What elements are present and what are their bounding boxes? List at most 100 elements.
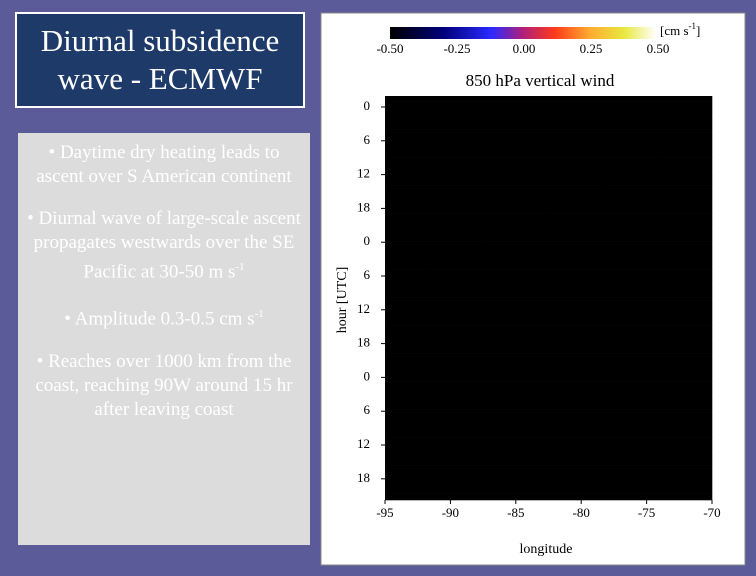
heat-cell <box>617 471 626 478</box>
heat-cell <box>393 348 402 354</box>
heat-cell <box>649 448 658 455</box>
heat-cell <box>505 353 514 360</box>
heat-cell <box>441 460 450 466</box>
heat-cell <box>697 168 706 175</box>
heat-cell <box>553 476 562 483</box>
heat-cell <box>481 180 490 186</box>
heat-cell <box>433 499 442 501</box>
heat-cell <box>689 465 698 472</box>
heat-cell <box>385 392 394 399</box>
heat-cell <box>385 308 394 315</box>
heat-cell <box>705 320 713 326</box>
heat-cell <box>521 180 530 186</box>
heat-cell <box>521 443 530 450</box>
heat-cell <box>641 191 650 198</box>
heat-cell <box>457 213 466 220</box>
heat-cell <box>609 241 618 248</box>
heat-cell <box>681 493 690 500</box>
heat-cell <box>593 196 602 203</box>
heat-cell <box>505 208 514 214</box>
heat-cell <box>665 493 674 500</box>
heat-cell <box>705 465 713 472</box>
heat-cell <box>425 432 434 438</box>
heat-cell <box>593 230 602 237</box>
heat-cell <box>569 364 578 371</box>
heat-cell <box>641 437 650 444</box>
heat-cell <box>433 471 442 478</box>
heat-cell <box>457 264 466 270</box>
heat-cell <box>649 348 658 354</box>
heat-cell <box>585 465 594 472</box>
heat-cell <box>401 409 410 416</box>
heat-cell <box>489 196 498 203</box>
heat-cell <box>401 370 410 377</box>
heat-cell <box>441 499 450 501</box>
heat-cell <box>481 124 490 130</box>
heat-cell <box>649 331 658 338</box>
heat-cell <box>609 353 618 360</box>
heat-cell <box>481 426 490 433</box>
heat-cell <box>385 252 394 259</box>
heat-cell <box>417 241 426 248</box>
heat-cell <box>705 219 713 226</box>
heat-cell <box>625 129 634 136</box>
heat-cell <box>641 252 650 259</box>
heat-cell <box>385 488 394 494</box>
heat-cell <box>473 185 482 192</box>
heat-cell <box>593 476 602 483</box>
heat-cell <box>505 404 514 410</box>
heat-cell <box>625 471 634 478</box>
heat-cell <box>585 124 594 130</box>
heat-cell <box>521 320 530 326</box>
heat-cell <box>537 129 546 136</box>
heat-cell <box>689 157 698 164</box>
heat-cell <box>465 124 474 130</box>
heat-cell <box>625 236 634 242</box>
heat-cell <box>649 387 658 394</box>
x-tick-label: -85 <box>507 505 524 520</box>
heat-cell <box>681 174 690 181</box>
heat-cell <box>481 308 490 315</box>
heat-cell <box>393 308 402 315</box>
heat-cell <box>393 208 402 214</box>
heat-cell <box>513 157 522 164</box>
heat-cell <box>513 308 522 315</box>
heat-cell <box>585 174 594 181</box>
heat-cell <box>497 409 506 416</box>
heat-cell <box>609 454 618 461</box>
heat-cell <box>513 325 522 332</box>
heat-cell <box>569 168 578 175</box>
heat-cell <box>529 213 538 220</box>
heat-cell <box>385 247 394 254</box>
heat-cell <box>545 292 554 298</box>
heat-cell <box>657 219 666 226</box>
heat-cell <box>545 269 554 276</box>
heat-cell <box>697 331 706 338</box>
heat-cell <box>385 493 394 500</box>
heat-cell <box>585 157 594 164</box>
heat-cell <box>561 168 570 175</box>
heat-cell <box>457 258 466 265</box>
heat-cell <box>433 286 442 293</box>
heat-cell <box>665 381 674 388</box>
heat-cell <box>649 140 658 147</box>
heat-cell <box>401 420 410 427</box>
heat-cell <box>481 224 490 231</box>
heat-cell <box>641 157 650 164</box>
heat-cell <box>529 146 538 153</box>
heat-cell <box>697 96 706 102</box>
heat-cell <box>529 404 538 410</box>
heat-cell <box>433 157 442 164</box>
heat-cell <box>529 499 538 501</box>
heat-cell <box>657 342 666 349</box>
heat-cell <box>449 252 458 259</box>
heat-cell <box>393 236 402 242</box>
heat-cell <box>385 191 394 198</box>
heat-cell <box>465 499 474 501</box>
heat-cell <box>441 163 450 170</box>
heat-cell <box>393 196 402 203</box>
heat-cell <box>673 370 682 377</box>
heat-cell <box>657 96 666 102</box>
heat-cell <box>497 241 506 248</box>
heat-cell <box>553 275 562 282</box>
